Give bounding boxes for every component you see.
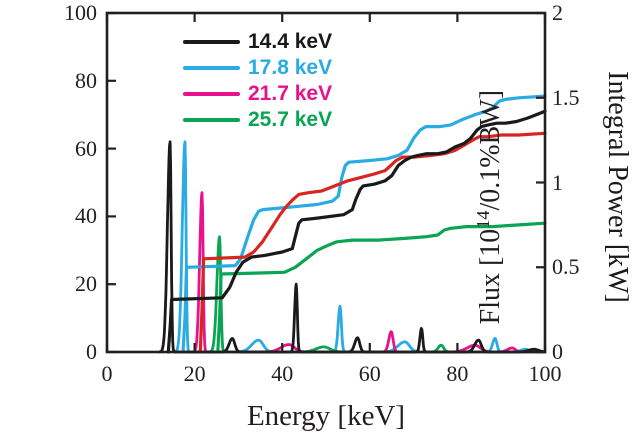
x-tick-label: 40 — [271, 361, 294, 386]
legend-item-17-8-keV: 17.8 keV — [183, 55, 332, 81]
y-left-tick-label: 60 — [75, 135, 97, 161]
legend-line-swatch — [183, 40, 240, 44]
integral-25.7keV-curve — [216, 221, 547, 354]
legend-label: 25.7 keV — [248, 108, 333, 131]
integral-21.7keV-curve — [198, 131, 547, 354]
legend-label: 14.4 keV — [248, 30, 333, 53]
legend-line-swatch — [183, 66, 240, 70]
legend: 14.4 keV 17.8 keV 21.7 keV 25.7 keV — [183, 29, 332, 133]
legend-line-swatch — [183, 118, 240, 122]
y-left-tick-label: 100 — [64, 0, 97, 25]
x-tick-label: 60 — [358, 361, 381, 386]
y-right-tick-label: 1.5 — [552, 84, 580, 110]
legend-label: 21.7 keV — [248, 82, 333, 105]
legend-item-14-4-keV: 14.4 keV — [183, 29, 332, 55]
y-left-tick-label: 80 — [75, 67, 97, 93]
x-tick-label: 80 — [446, 361, 469, 386]
x-axis-label: Energy [keV] — [246, 400, 406, 432]
y-left-tick-label: 20 — [75, 271, 97, 297]
legend-label: 17.8 keV — [248, 56, 333, 79]
legend-item-25-7-keV: 25.7 keV — [183, 107, 332, 133]
x-tick-label: 100 — [528, 361, 562, 386]
y-right-tick-label: 0.5 — [552, 254, 580, 280]
y-axis-label-left: Flux [1014/0.1%BW] — [473, 0, 507, 440]
integral-14.4keV-curve — [166, 109, 547, 354]
x-tick-label: 0 — [101, 361, 113, 386]
y-right-tick-label: 1 — [552, 169, 563, 195]
y-right-tick-label: 0 — [552, 339, 563, 364]
y-right-label-text: Integral Power [kW] — [602, 71, 633, 303]
y-left-tick-label: 40 — [75, 203, 97, 229]
integral-17.8keV-curve — [181, 94, 547, 354]
y-left-label-prefix: Flux [10 — [475, 228, 507, 325]
y-right-tick-label: 2 — [552, 0, 563, 25]
x-tick-label: 20 — [183, 361, 206, 386]
y-left-label-exponent: 14 — [472, 210, 493, 229]
y-axis-label-right: Integral Power [kW] — [602, 71, 640, 303]
y-left-tick-label: 0 — [86, 339, 97, 364]
legend-line-swatch — [183, 92, 240, 96]
y-left-label-suffix: /0.1%BW] — [475, 89, 507, 211]
legend-item-21-7-keV: 21.7 keV — [183, 81, 332, 107]
